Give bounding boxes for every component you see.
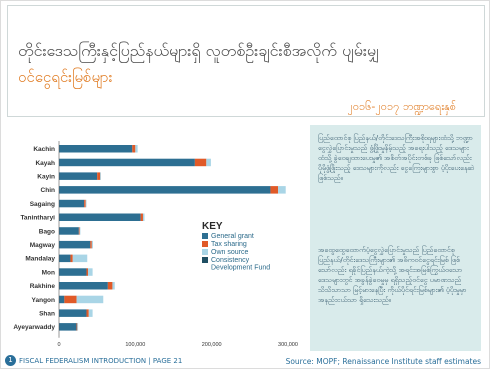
bar-mandalay-general-grant <box>59 254 71 263</box>
bar-sagaing-tax-sharing <box>84 199 86 208</box>
bar-yangon-tax-sharing <box>64 295 77 304</box>
legend-label-tax-sharing: Tax sharing <box>211 241 247 248</box>
bar-bago-tax-sharing <box>78 227 80 235</box>
bar-kachin-own-source <box>135 145 138 153</box>
stacked-bar-chart: Kachin Kayah Kayin Chin Sagaing Tanintharyi Ba… <box>13 141 298 348</box>
bar-ayeyarwaddy-own-source <box>77 323 79 331</box>
bar-yangon-general-grant <box>59 295 65 304</box>
legend-label-consistency-development-fund: Consistency Development Fund <box>211 257 270 272</box>
bar-tanintharyi-own-source <box>142 213 145 221</box>
bar-chin-general-grant <box>59 186 271 194</box>
bar-kachin-tax-sharing <box>132 145 136 153</box>
x-tick-label-3: 300,000 <box>278 342 298 348</box>
category-label-bago: Bago <box>39 228 55 235</box>
bar-kayin-general-grant <box>59 172 98 180</box>
category-label-kachin: Kachin <box>33 146 55 153</box>
bar-shan-own-source <box>88 309 93 317</box>
legend-label-own-source: Own source <box>211 249 248 256</box>
bar-kayah-own-source <box>206 158 211 167</box>
bar-mandalay-tax-sharing <box>70 254 73 263</box>
fiscal-year-label: ၂၀၁၆-၂၀၁၇ ဘဏ္ဍာရေးနှစ် <box>347 100 456 113</box>
category-label-magway: Magway <box>30 242 56 249</box>
category-label-mon: Mon <box>42 269 55 276</box>
bar-ayeyarwaddy-tax-sharing <box>76 323 78 331</box>
bar-chin-tax-sharing <box>270 186 279 194</box>
bar-magway-general-grant <box>59 240 91 249</box>
bar-rakhine-tax-sharing <box>107 282 113 290</box>
x-tick-label-0: 0 <box>57 342 60 348</box>
bar-bago-own-source <box>79 227 81 235</box>
x-tick-label-2: 200,000 <box>202 342 222 348</box>
bar-yangon-own-source <box>76 295 104 304</box>
page-title: တိုင်းဒေသကြီးနှင့်ပြည်နယ်များရှိ လူတစ်ဦး… <box>18 41 380 60</box>
category-label-ayeyarwaddy: Ayeyarwaddy <box>13 324 55 331</box>
footer-source: Source: MOPF; Renaissance Institute staf… <box>285 357 481 366</box>
footer-section-label: FISCAL FEDERALISM INTRODUCTION | PAGE 21 <box>19 357 183 365</box>
bar-kachin-general-grant <box>59 145 133 153</box>
legend-swatch-tax-sharing <box>202 241 208 247</box>
commentary-paragraph-1: ပြည်ထောင်စု ပြည်နယ်/တိုင်းဒေသကြီးအစိုးရမ… <box>318 134 475 182</box>
bar-sagaing-own-source <box>85 199 87 208</box>
category-label-sagaing: Sagaing <box>30 201 55 208</box>
bar-mon-tax-sharing <box>86 268 89 276</box>
commentary-panel: ပြည်ထောင်စု ပြည်နယ်/တိုင်းဒေသကြီးအစိုးရမ… <box>310 125 481 351</box>
bar-mon-own-source <box>88 268 93 276</box>
bar-kayah-general-grant <box>59 158 195 167</box>
category-label-shan: Shan <box>39 310 55 317</box>
bar-ayeyarwaddy-general-grant <box>59 323 77 331</box>
category-label-yangon: Yangon <box>32 297 56 304</box>
bar-bago-general-grant <box>59 227 79 235</box>
bar-magway-own-source <box>91 240 93 249</box>
bar-chin-own-source <box>278 186 286 194</box>
category-label-chin: Chin <box>41 187 55 194</box>
bar-mandalay-own-source <box>72 254 88 263</box>
bar-rakhine-own-source <box>112 282 115 290</box>
page-number-icon: 1 <box>5 355 16 366</box>
bar-sagaing-general-grant <box>59 199 85 208</box>
category-label-mandalay: Mandalay <box>25 256 55 263</box>
commentary-paragraph-2: အထွေထွေထောက်ပံ့ငွေလွှဲပြောင်းမှုသည် ပြည်… <box>318 246 467 304</box>
bar-mon-general-grant <box>59 268 87 276</box>
category-label-kayin: Kayin <box>37 173 55 180</box>
category-label-rakhine: Rakhine <box>30 283 56 290</box>
legend-swatch-general-grant <box>202 233 208 239</box>
bar-kayin-own-source <box>100 172 101 180</box>
legend-label-general-grant: General grant <box>211 233 254 240</box>
legend-swatch-consistency-development-fund <box>202 257 208 263</box>
category-label-tanintharyi: Tanintharyi <box>20 215 55 222</box>
page-subtitle: ဝင်ငွေရင်းမြစ်များ <box>18 68 113 86</box>
bar-magway-tax-sharing <box>90 240 92 249</box>
bar-rakhine-general-grant <box>59 282 108 290</box>
bar-kayah-tax-sharing <box>194 158 207 167</box>
legend-swatch-own-source <box>202 249 208 255</box>
legend-title: KEY <box>202 221 223 232</box>
x-tick-label-1: 100,000 <box>125 342 145 348</box>
bar-tanintharyi-general-grant <box>59 213 141 221</box>
title-box: တိုင်းဒေသကြီးနှင့်ပြည်နယ်များရှိ လူတစ်ဦး… <box>7 5 485 117</box>
bar-kayin-tax-sharing <box>97 172 101 180</box>
bar-tanintharyi-tax-sharing <box>140 213 143 221</box>
bar-shan-tax-sharing <box>86 309 89 317</box>
bar-shan-general-grant <box>59 309 87 317</box>
category-label-kayah: Kayah <box>35 160 55 167</box>
